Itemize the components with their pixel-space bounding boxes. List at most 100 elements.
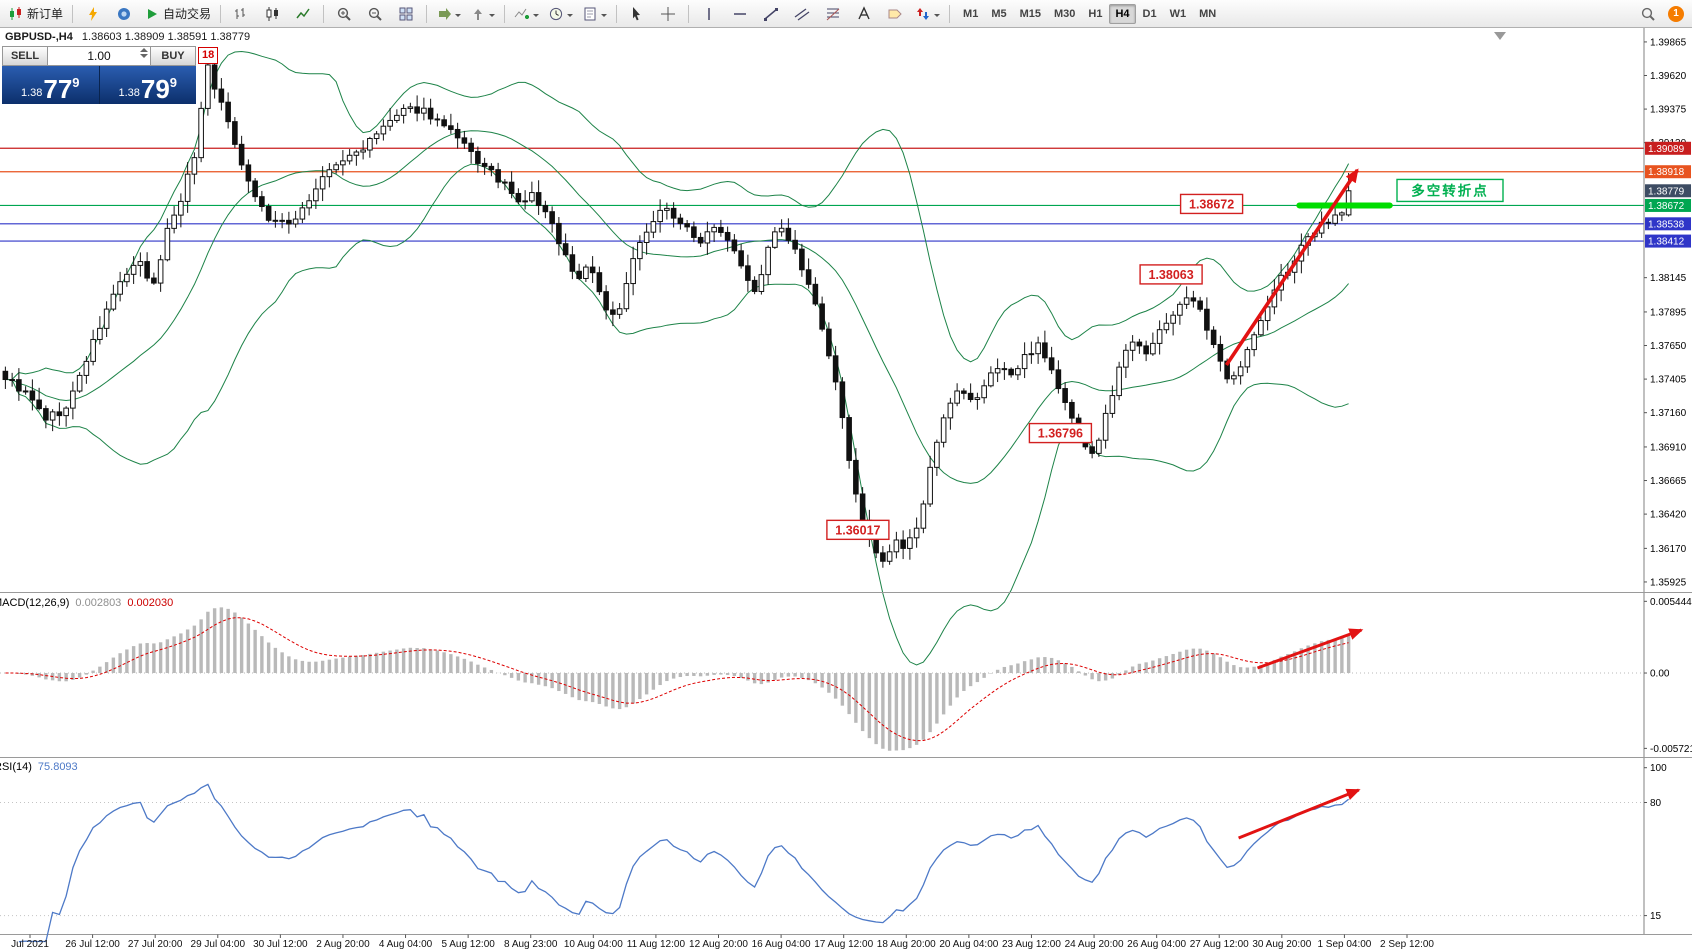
crosshair-button[interactable]: [653, 2, 683, 26]
price-line-label-box: [1645, 198, 1691, 212]
trendline-button[interactable]: [756, 2, 786, 26]
sell-button[interactable]: SELL: [2, 46, 48, 66]
buy-price-sup: 9: [169, 75, 178, 90]
time-axis-label: 17 Aug 12:00: [814, 939, 873, 950]
macd-signal-line: [5, 617, 1349, 742]
time-axis-label: 2 Sep 12:00: [1380, 939, 1434, 950]
autotrading-label: 自动交易: [163, 7, 212, 21]
timeframe-d1[interactable]: D1: [1142, 7, 1157, 20]
templates-button[interactable]: [578, 2, 611, 26]
auto-scroll-button[interactable]: [432, 2, 465, 26]
autotrading-button[interactable]: 自动交易: [140, 2, 215, 26]
trend-arrow-macd: [1256, 628, 1364, 670]
ohlc-values: 1.38603 1.38909 1.38591 1.38779: [81, 31, 251, 43]
bar-chart-button[interactable]: [226, 2, 256, 26]
buy-price-panel[interactable]: 1.38 79 9: [99, 66, 196, 104]
price-line-label: 1.38412: [1648, 237, 1685, 248]
timeframe-h4[interactable]: H4: [1109, 3, 1136, 24]
notification-badge[interactable]: 1: [1668, 5, 1684, 22]
rsi-axis-label: 80: [1650, 798, 1662, 809]
vertical-line-icon: [708, 7, 710, 20]
time-axis-label: 5 Aug 12:00: [441, 939, 495, 950]
sell-price-big: 77: [43, 74, 73, 104]
search-button[interactable]: [1633, 2, 1663, 26]
auto-scroll-icon: [439, 7, 452, 20]
symbol-period-label: GBPUSD-,H4: [5, 31, 73, 43]
volume-up-icon[interactable]: [140, 48, 148, 52]
time-axis-label: 12 Aug 20:00: [689, 939, 748, 950]
timeframe-w1[interactable]: W1: [1169, 7, 1187, 20]
zoom-in-button[interactable]: [329, 2, 359, 26]
candles-layer: [2, 60, 1352, 568]
price-line-label-box: [1645, 141, 1691, 155]
dropdown-caret: [489, 13, 496, 20]
zoom-in-icon: [337, 7, 351, 21]
price-line-label-box: [1645, 184, 1691, 198]
line-chart-icon: [296, 8, 310, 18]
buy-button[interactable]: BUY: [150, 46, 196, 66]
chart-shift-icon: [474, 8, 483, 20]
trendline-icon: [764, 7, 779, 21]
sell-price-sup: 9: [72, 75, 80, 90]
zoom-out-button[interactable]: [360, 2, 390, 26]
new-order-button[interactable]: 新订单: [4, 2, 67, 26]
price-line-label: 1.38538: [1648, 219, 1685, 230]
dropdown-caret: [934, 13, 941, 20]
cursor-button[interactable]: [622, 2, 652, 26]
sell-price-panel[interactable]: 1.38 77 9: [2, 66, 99, 104]
macd-axis-label: -0.005721: [1650, 744, 1692, 755]
timeframe-m30[interactable]: M30: [1054, 7, 1076, 20]
toolbar-separator: [323, 4, 325, 23]
time-axis-label: 18 Aug 20:00: [877, 939, 936, 950]
vertical-line-button[interactable]: [694, 2, 724, 26]
candlestick-chart-button[interactable]: [257, 2, 287, 26]
timeframe-m15[interactable]: M15: [1019, 7, 1041, 20]
zoom-out-icon: [368, 7, 382, 21]
channel-button[interactable]: [787, 2, 817, 26]
price-tick-label: 1.38145: [1650, 273, 1687, 284]
periods-button[interactable]: [544, 2, 577, 26]
price-line-label-box: [1645, 165, 1691, 179]
chart-shift-button[interactable]: [466, 2, 499, 26]
price-line-label-box: [1645, 234, 1691, 248]
community-button[interactable]: [78, 2, 108, 26]
market-button[interactable]: [109, 2, 139, 26]
toolbar-separator: [504, 4, 506, 23]
price-tick-label: 1.39620: [1650, 71, 1687, 82]
rsi-line: [18, 783, 1350, 943]
time-axis-label: 27 Jul 20:00: [128, 939, 183, 950]
rsi-axis-label: 100: [1650, 763, 1667, 774]
indicators-add-icon: [514, 8, 530, 19]
trend-arrow-main: [1224, 168, 1359, 367]
price-line-label: 1.38918: [1648, 167, 1685, 178]
text-button[interactable]: [849, 2, 879, 26]
timeframe-m5[interactable]: M5: [991, 7, 1007, 20]
timeframe-h1[interactable]: H1: [1088, 7, 1103, 20]
label-button[interactable]: [880, 2, 910, 26]
macd-axis-label: 0.00: [1650, 669, 1670, 680]
rsi-name: RSI(14): [0, 761, 32, 773]
channel-icon: [794, 7, 810, 21]
horizontal-line-button[interactable]: [725, 2, 755, 26]
fibonacci-button[interactable]: [818, 2, 848, 26]
volume-down-icon[interactable]: [140, 54, 148, 58]
cursor-icon: [633, 6, 641, 20]
annotation-box: [1179, 193, 1244, 215]
timeframe-buttons: M1 M5 M15 M30 H1 H4 D1 W1 MN: [957, 3, 1222, 24]
line-chart-button[interactable]: [288, 2, 318, 26]
price-tick-label: 1.37405: [1650, 375, 1687, 386]
chart-background: [0, 28, 1692, 952]
time-axis-label: 16 Aug 04:00: [752, 939, 811, 950]
annotation-text: 1.36796: [1038, 427, 1083, 441]
arrow-tools-button[interactable]: [911, 2, 944, 26]
timeframe-mn[interactable]: MN: [1199, 7, 1217, 20]
indicators-button[interactable]: [510, 2, 543, 26]
crosshair-icon: [661, 6, 676, 21]
volume-input[interactable]: 1.00: [48, 46, 150, 66]
tile-windows-icon: [399, 7, 413, 20]
tile-windows-button[interactable]: [391, 2, 421, 26]
timeframe-m1[interactable]: M1: [963, 7, 979, 20]
dropdown-caret: [533, 13, 540, 20]
time-axis-label: 8 Aug 23:00: [504, 939, 558, 950]
